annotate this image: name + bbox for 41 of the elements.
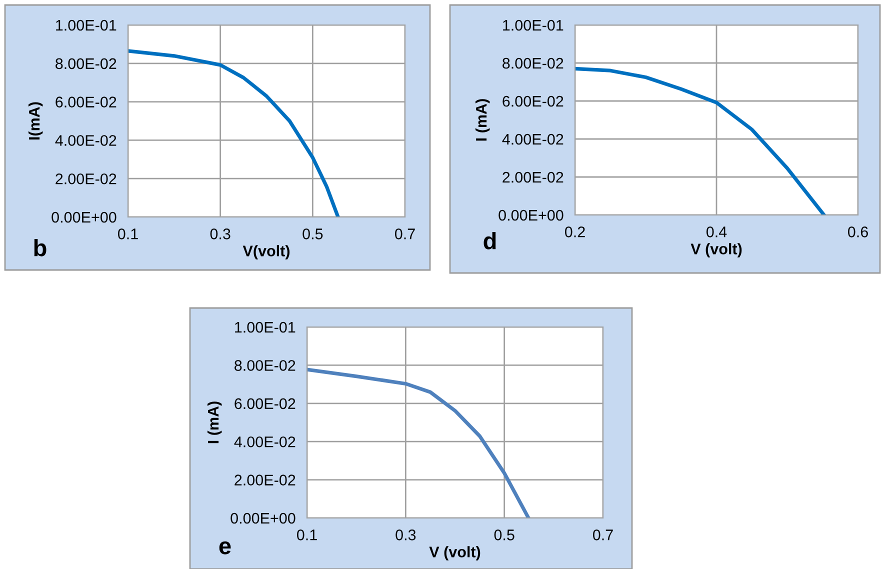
y-tick-label: 4.00E-02 xyxy=(234,436,296,448)
y-tick-label: 1.00E-01 xyxy=(503,20,564,31)
text: b xyxy=(34,238,46,256)
y-tick-label: 2.00E-02 xyxy=(56,173,116,184)
x-tick-label: 0.7 xyxy=(394,228,415,240)
y-tick-label: 4.00E-02 xyxy=(502,134,564,145)
x-tick-label: 0.5 xyxy=(302,228,323,240)
x-tick-label: 0.3 xyxy=(210,228,230,240)
x-axis-title: V(volt) xyxy=(242,245,290,260)
y-axis-title: I(mA) xyxy=(28,102,43,140)
x-tick-label: 0.5 xyxy=(494,530,514,540)
x-tick-label: 0.7 xyxy=(592,530,613,540)
y-axis-title: I (mA) xyxy=(207,402,222,444)
y-tick-label: 0.00E+00 xyxy=(52,212,116,223)
y-tick-label: 1.00E-01 xyxy=(235,322,296,333)
y-tick-label: 6.00E-02 xyxy=(502,96,564,107)
line-series xyxy=(128,49,340,217)
y-axis-title: I (mA) xyxy=(475,99,490,141)
x-tick-label: 0.4 xyxy=(706,226,727,238)
x-tick-label: 0.1 xyxy=(118,228,138,240)
x-tick-label: 0.3 xyxy=(396,530,416,540)
y-tick-label: 0.00E+00 xyxy=(498,210,564,221)
line-series xyxy=(575,66,826,215)
y-tick-label: 6.00E-02 xyxy=(56,96,116,108)
y-tick-label: 2.00E-02 xyxy=(502,172,564,183)
y-tick-label: 1.00E-01 xyxy=(56,20,116,31)
x-axis-title: V (volt) xyxy=(429,546,480,560)
x-tick-label: 0.1 xyxy=(296,530,317,540)
text: e xyxy=(219,541,231,554)
line-series xyxy=(307,368,530,518)
y-tick-label: 8.00E-02 xyxy=(502,58,564,69)
y-tick-label: 4.00E-02 xyxy=(55,135,116,146)
x-tick-label: 0.2 xyxy=(564,226,585,238)
y-tick-label: 8.00E-02 xyxy=(234,360,296,371)
y-tick-label: 6.00E-02 xyxy=(234,398,296,410)
y-tick-label: 0.00E+00 xyxy=(230,512,296,524)
y-tick-label: 2.00E-02 xyxy=(234,474,296,486)
x-tick-label: 0.6 xyxy=(848,226,868,238)
y-tick-label: 8.00E-02 xyxy=(56,58,116,70)
x-axis-title: V (volt) xyxy=(690,243,742,258)
text: d xyxy=(484,232,496,250)
